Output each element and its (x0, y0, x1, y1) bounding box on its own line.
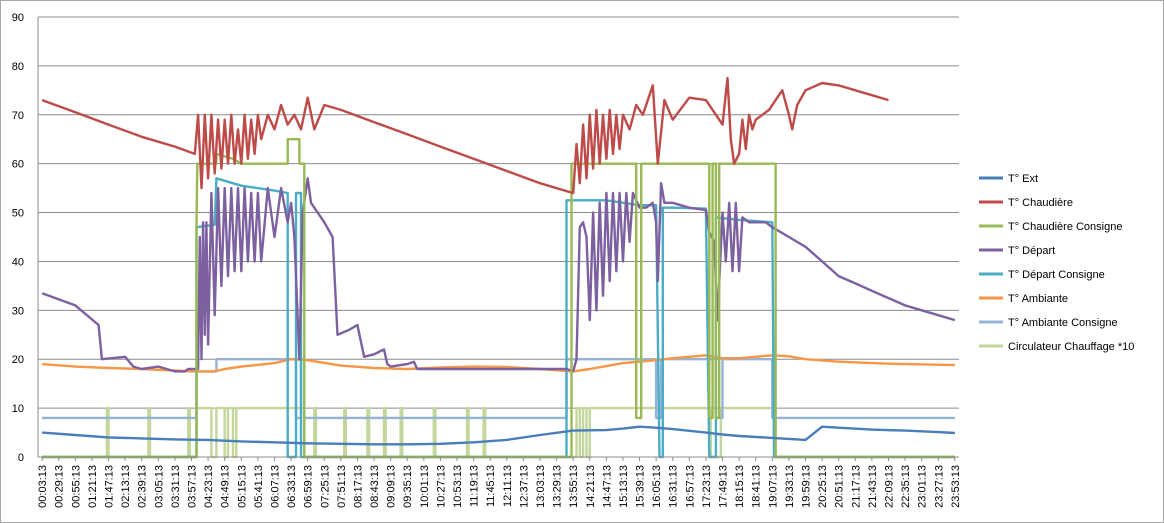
series-line-4 (41, 177, 956, 373)
legend: T° Ext T° Chaudière T° Chaudière Consigne T… (979, 173, 1134, 353)
x-tick-label: 18:41:13 (751, 465, 763, 508)
y-tick-label: 80 (12, 61, 24, 73)
y-tick-label: 40 (12, 256, 24, 268)
x-tick-label: 07:25:13 (319, 465, 331, 508)
x-tick-label: 01:47:13 (104, 465, 116, 508)
x-tick-label: 16:05:13 (651, 465, 663, 508)
x-tick-label: 04:49:13 (220, 465, 232, 508)
x-tick-label: 19:33:13 (784, 465, 796, 508)
x-tick-label: 13:29:13 (552, 465, 564, 508)
x-tick-label: 00:29:13 (54, 465, 66, 508)
x-tick-label: 10:53:13 (452, 465, 464, 508)
x-tick-label: 14:21:13 (585, 465, 597, 508)
x-tick-label: 19:07:13 (767, 465, 779, 508)
x-tick-label: 05:41:13 (253, 465, 265, 508)
legend-entry: T° Départ (1008, 245, 1055, 257)
x-tick-label: 09:35:13 (402, 465, 414, 508)
legend-entry: Circulateur Chauffage *10 (1008, 341, 1134, 353)
x-tick-label: 05:15:13 (236, 465, 248, 508)
x-tick-label: 11:45:13 (485, 465, 497, 507)
series-line-5 (42, 177, 955, 459)
x-tick-label: 03:57:13 (187, 465, 199, 508)
x-tick-label: 02:13:13 (120, 465, 132, 508)
x-tick-label: 16:57:13 (684, 465, 696, 508)
y-tick-label: 50 (12, 208, 24, 220)
y-tick-label: 70 (12, 110, 24, 122)
x-tick-label: 03:31:13 (170, 465, 182, 508)
y-tick-label: 20 (12, 354, 24, 366)
x-tick-label: 14:47:13 (601, 465, 613, 508)
x-tick-label: 20:51:13 (834, 465, 846, 508)
x-tick-label: 15:13:13 (618, 465, 630, 508)
x-tick-label: 17:49:13 (718, 465, 730, 508)
x-tick-label: 23:27:13 (933, 465, 945, 508)
x-tick-label: 20:25:13 (817, 465, 829, 508)
y-tick-label: 10 (12, 403, 24, 415)
axes: 0 10 20 30 40 50 60 70 80 90 00:03:13 00:29:13 00:55… (12, 12, 962, 508)
x-tick-label: 13:03:13 (535, 465, 547, 508)
legend-entry: T° Ext (1008, 173, 1038, 185)
series-line-8 (42, 406, 955, 459)
series-layer (41, 76, 956, 459)
x-tick-label: 10:27:13 (435, 465, 447, 508)
x-tick-label: 19:59:13 (801, 465, 813, 508)
series-line-1 (42, 425, 955, 446)
series-line-3 (42, 137, 955, 459)
legend-entry: T° Ambiante (1008, 293, 1068, 305)
x-tick-label: 08:43:13 (369, 465, 381, 508)
x-tick-label: 00:55:13 (70, 465, 82, 508)
x-tick-label: 11:19:13 (469, 465, 481, 507)
series-line-2 (41, 76, 889, 195)
x-tick-label: 23:53:13 (950, 465, 962, 508)
grid (38, 16, 959, 409)
x-tick-label: 06:59:13 (303, 465, 315, 508)
legend-entry: T° Ambiante Consigne (1008, 317, 1118, 329)
x-tick-label: 21:43:13 (867, 465, 879, 508)
x-tick-label: 13:55:13 (568, 465, 580, 508)
x-tick-label: 06:07:13 (269, 465, 281, 508)
x-tick-label: 04:23:13 (203, 465, 215, 508)
legend-entry: T° Départ Consigne (1008, 269, 1105, 281)
x-tick-label: 12:37:13 (518, 465, 530, 508)
x-tick-label: 00:03:13 (37, 465, 49, 508)
y-tick-label: 30 (12, 305, 24, 317)
x-tick-label: 22:35:13 (900, 465, 912, 508)
x-tick-label: 18:15:13 (734, 465, 746, 508)
x-tick-label: 09:09:13 (386, 465, 398, 508)
x-tick-label: 16:31:13 (668, 465, 680, 508)
x-tick-label: 01:21:13 (87, 465, 99, 508)
x-tick-label: 07:51:13 (336, 465, 348, 508)
x-tick-label: 15:39:13 (635, 465, 647, 508)
legend-entry: T° Chaudière (1008, 197, 1073, 209)
y-tick-label: 0 (18, 452, 24, 464)
x-tick-label: 22:09:13 (883, 465, 895, 508)
x-tick-label: 08:17:13 (352, 465, 364, 508)
y-tick-label: 90 (12, 12, 24, 24)
x-tick-label: 21:17:13 (850, 465, 862, 508)
x-tick-label: 03:05:13 (153, 465, 165, 508)
x-tick-label: 17:23:13 (701, 465, 713, 508)
x-tick-label: 06:33:13 (286, 465, 298, 508)
x-tick-label: 10:01:13 (419, 465, 431, 508)
legend-entry: T° Chaudière Consigne (1008, 221, 1122, 233)
y-tick-label: 60 (12, 159, 24, 171)
x-tick-label: 02:39:13 (137, 465, 149, 508)
x-tick-label: 23:01:13 (917, 465, 929, 508)
x-tick-label: 12:11:13 (502, 465, 514, 507)
